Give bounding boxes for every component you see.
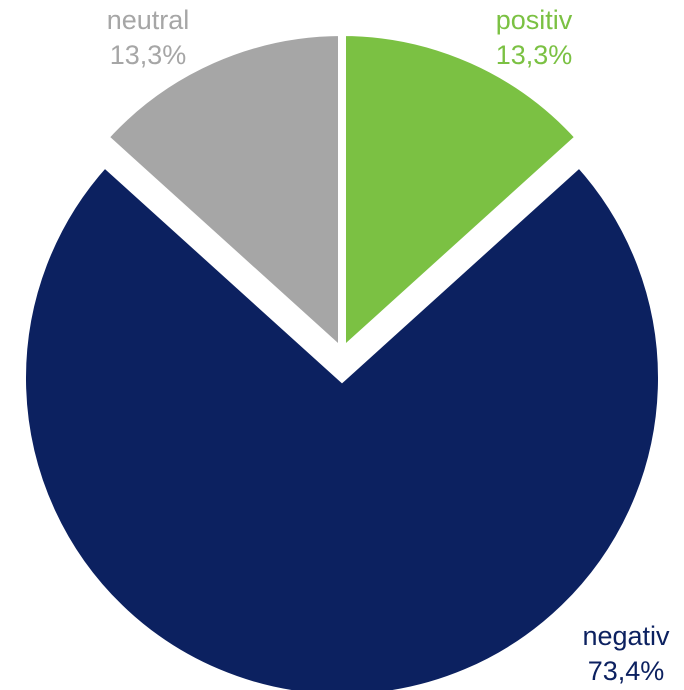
pie-slice-positiv [338,27,586,362]
slice-name-label-neutral: neutral [107,5,190,35]
slice-value-label-positiv: 13,3% [496,40,573,70]
pie-labels: positiv 13,3% negativ 73,4% neutral 13,3… [107,5,670,686]
slice-value-label-neutral: 13,3% [110,40,187,70]
slice-name-label-negativ: negativ [582,621,670,651]
slice-name-label-positiv: positiv [496,5,573,35]
pie-slice-negativ [18,157,666,690]
pie-slice-neutral [98,27,346,362]
slice-value-label-negativ: 73,4% [588,656,665,686]
pie-slices [18,27,666,690]
